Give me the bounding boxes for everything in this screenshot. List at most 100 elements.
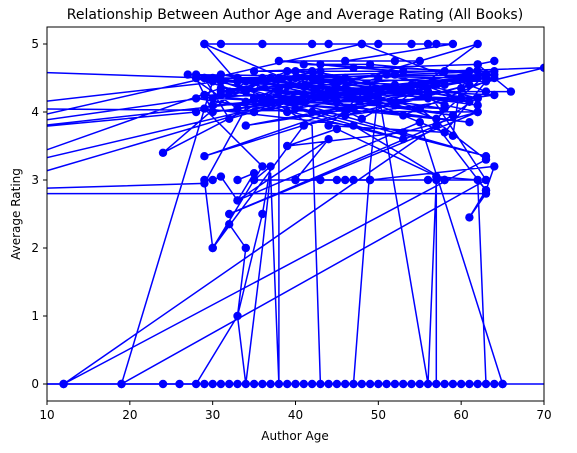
data-point	[216, 172, 226, 181]
data-point	[225, 379, 234, 389]
data-point	[432, 172, 441, 181]
data-point	[374, 379, 383, 389]
data-point	[341, 73, 350, 83]
data-point	[473, 67, 482, 76]
data-point	[432, 39, 441, 49]
data-point	[440, 80, 449, 90]
data-point	[432, 80, 441, 90]
data-point	[365, 60, 375, 69]
data-point	[233, 175, 242, 185]
data-point	[249, 67, 259, 76]
data-point	[324, 87, 333, 96]
data-point	[465, 73, 474, 83]
data-point	[249, 77, 259, 86]
data-point	[324, 135, 333, 144]
data-point	[274, 73, 284, 83]
data-point	[307, 39, 317, 49]
data-point	[473, 101, 482, 110]
data-point	[1, 67, 9, 75]
data-point	[490, 56, 499, 66]
data-point	[407, 39, 416, 49]
series-1-line	[203, 43, 495, 72]
data-point	[490, 90, 499, 100]
data-point	[349, 87, 358, 96]
data-point	[175, 379, 184, 389]
data-point	[291, 175, 300, 185]
data-point	[117, 379, 126, 389]
data-point	[216, 77, 226, 86]
data-point	[233, 196, 242, 205]
y-tick-label: 2	[31, 241, 39, 255]
data-point	[473, 94, 482, 103]
data-point	[283, 141, 292, 151]
y-tick-label: 1	[31, 309, 39, 323]
data-point	[382, 379, 391, 389]
data-point	[208, 94, 217, 103]
data-point	[208, 175, 217, 185]
data-point	[374, 39, 383, 49]
data-point	[332, 97, 342, 107]
data-point	[349, 175, 358, 185]
data-point	[283, 107, 292, 117]
data-point	[465, 118, 474, 127]
data-point	[299, 97, 308, 107]
data-point	[233, 104, 242, 113]
x-tick-label: 60	[454, 408, 469, 422]
data-point	[225, 209, 234, 219]
x-tick-label: 70	[536, 408, 551, 422]
data-point	[465, 80, 474, 90]
data-point	[316, 77, 325, 86]
data-point	[490, 67, 499, 76]
data-point	[473, 73, 482, 83]
data-point	[225, 220, 234, 229]
data-point	[208, 77, 217, 86]
data-point	[423, 87, 433, 96]
data-point	[481, 77, 491, 86]
data-point	[291, 73, 300, 83]
data-point	[473, 107, 482, 117]
data-point	[258, 209, 267, 219]
data-point	[415, 118, 424, 127]
data-point	[332, 84, 342, 93]
data-point	[415, 80, 424, 90]
data-point	[448, 131, 458, 140]
data-point	[498, 379, 507, 389]
data-point	[473, 60, 482, 69]
data-point	[415, 56, 424, 66]
data-point	[208, 101, 217, 110]
data-point	[399, 135, 408, 144]
data-point	[407, 87, 416, 96]
data-point	[274, 84, 284, 93]
data-point	[448, 39, 458, 49]
data-point	[299, 121, 308, 130]
data-point	[465, 97, 474, 107]
data-point	[191, 73, 201, 83]
data-point	[390, 101, 400, 110]
data-point	[266, 162, 275, 171]
data-point	[490, 162, 499, 171]
data-point	[233, 73, 242, 83]
data-point	[291, 379, 300, 389]
data-point	[274, 56, 284, 66]
data-point	[324, 121, 333, 130]
x-tick-label: 30	[205, 408, 220, 422]
data-point	[407, 379, 416, 389]
data-point	[415, 379, 424, 389]
data-point	[481, 87, 491, 96]
data-point	[423, 39, 433, 49]
data-point	[191, 107, 201, 117]
data-point	[249, 379, 259, 389]
data-point	[216, 70, 226, 79]
chart-title: Relationship Between Author Age and Aver…	[67, 7, 523, 23]
data-point	[258, 39, 267, 49]
x-tick-label: 10	[39, 408, 54, 422]
data-point	[473, 39, 482, 49]
data-point	[481, 155, 491, 164]
y-tick-label: 3	[31, 173, 39, 187]
data-point	[307, 379, 317, 389]
data-point	[216, 39, 226, 49]
data-point	[390, 80, 400, 90]
data-point	[341, 84, 350, 93]
data-point	[200, 73, 209, 83]
